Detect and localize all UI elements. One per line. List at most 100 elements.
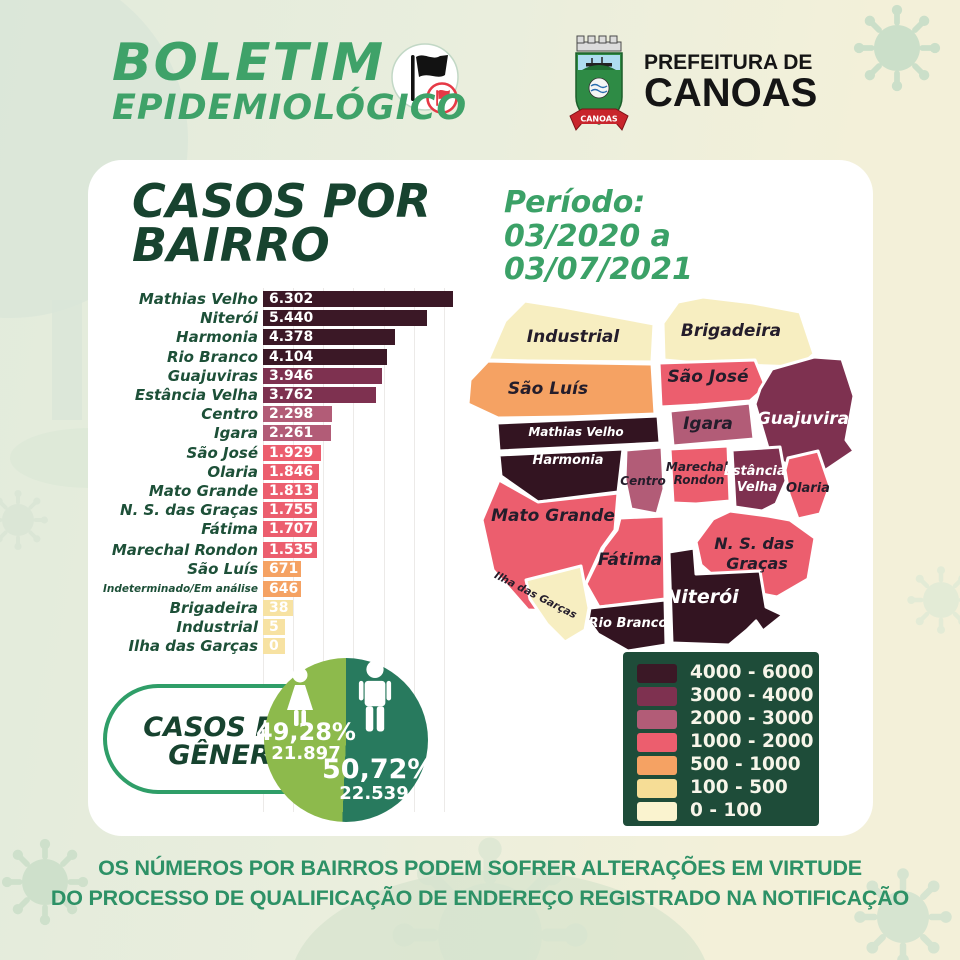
map-label-niteroi: Niterói: [665, 586, 739, 608]
bar-row: Marechal Rondon 1.535: [96, 541, 462, 560]
period-line1: 03/2020 a: [504, 218, 671, 254]
bar-category-label: São José: [186, 443, 258, 462]
gender-pie-chart: 49,28% 21.897 50,72% 22.539: [256, 658, 435, 822]
bar: 1.813: [263, 482, 318, 499]
bar-value-label: 38: [269, 599, 289, 616]
flag-icon: [388, 40, 466, 126]
canoas-crest-icon: CANOAS: [569, 35, 629, 131]
map-region-centro: [623, 445, 666, 516]
bar-category-label: Estância Velha: [134, 385, 258, 404]
footer-disclaimer: OS NÚMEROS POR BAIRROS PODEM SOFRER ALTE…: [0, 854, 960, 913]
female-count: 21.897: [271, 743, 341, 764]
map-region-rio-branco: [586, 598, 668, 653]
legend-swatch: [637, 779, 677, 798]
map-region-estancia-velha: [730, 445, 788, 513]
bar: 4.104: [263, 348, 387, 365]
bar-value-label: 1.929: [269, 444, 314, 461]
map-region-fatima: [584, 514, 667, 609]
bar: 1.707: [263, 521, 317, 538]
legend-item: 3000 - 4000: [637, 686, 819, 706]
bar-row: Centro 2.298: [96, 405, 462, 424]
bar-category-label: Mato Grande: [148, 481, 258, 500]
content-card: CASOS POR BAIRRO Período: 03/2020 a 03/0…: [88, 160, 873, 836]
prefeitura-logo-text: PREFEITURA DE CANOAS: [644, 52, 817, 113]
gridline: [443, 288, 445, 812]
bar-category-label: Indeterminado/Em análise: [103, 582, 258, 595]
bar-row: São José 1.929: [96, 443, 462, 462]
gridline: [383, 288, 385, 812]
bar: 1.846: [263, 463, 319, 480]
bar: 1.755: [263, 502, 317, 519]
map-label-marechal-rondon: Marechal Rondon: [666, 460, 732, 487]
bar-category-label: Ilha das Garças: [128, 637, 258, 656]
bar: 671: [263, 561, 301, 578]
bar-value-label: 1.707: [269, 521, 314, 538]
bar-value-label: 5.440: [269, 310, 314, 327]
section-title-line2: BAIRRO: [132, 217, 330, 272]
bar-row: N. S. das Graças 1.755: [96, 501, 462, 519]
bar-row: Mato Grande 1.813: [96, 481, 462, 500]
bar: 38: [263, 599, 293, 616]
bar-category-label: Guajuviras: [167, 366, 258, 385]
bar: 3.946: [263, 367, 382, 384]
map-label-sao-luis: São Luís: [508, 379, 588, 399]
bulletin-title-line2: EPIDEMIOLÓGICO: [112, 87, 468, 128]
bar-category-label: São Luís: [187, 560, 258, 579]
male-percentage: 50,72%: [322, 754, 435, 785]
period-text: Período: 03/2020 a 03/07/2021: [504, 186, 693, 287]
bar-category-label: Fátima: [201, 520, 258, 539]
footer-line1: OS NÚMEROS POR BAIRROS PODEM SOFRER ALTE…: [98, 856, 862, 880]
bar-value-label: 646: [269, 580, 299, 597]
bar-row: Harmonia 4.378: [96, 328, 462, 347]
map-label-sao-jose: São José: [668, 367, 749, 387]
bar: 5: [263, 619, 285, 635]
legend-swatch: [637, 664, 677, 683]
bar-category-label: Centro: [201, 405, 258, 424]
map-label-ns-das-gracas: N. S. das Graças: [714, 534, 800, 573]
bar-value-label: 1.755: [269, 502, 314, 519]
bar-value-label: 4.104: [269, 348, 314, 365]
bar-value-label: 2.298: [269, 406, 314, 423]
bar-value-label: 1.535: [269, 542, 314, 559]
map-region-sao-luis: [468, 359, 657, 420]
bulletin-title-line1: BOLETIM: [112, 33, 386, 93]
legend-item: 0 - 100: [637, 801, 819, 821]
legend-swatch: [637, 756, 677, 775]
legend-range-label: 4000 - 6000: [690, 662, 814, 683]
legend-item: 2000 - 3000: [637, 709, 819, 729]
bar-value-label: 1.813: [269, 482, 314, 499]
bar-value-label: 6.302: [269, 291, 314, 307]
neighborhood-map: Industrial Brigadeira São Luís São José …: [468, 295, 859, 653]
bar-row: Olaria 1.846: [96, 463, 462, 481]
map-region-niteroi: [667, 546, 785, 647]
bar-category-label: Harmonia: [176, 328, 258, 347]
legend-swatch: [637, 733, 677, 752]
bar: 2.298: [263, 406, 333, 423]
bar-value-label: 671: [269, 561, 299, 578]
bar: 1.535: [263, 542, 317, 559]
logo-line2: CANOAS: [644, 71, 818, 115]
map-label-estancia-velha: Estância Velha: [724, 464, 790, 495]
map-label-rio-branco: Rio Branco: [589, 616, 668, 631]
bar-value-label: 0: [269, 638, 279, 655]
bar: 6.302: [263, 291, 453, 307]
bar-row: Ilha das Garças 0: [96, 637, 462, 656]
legend-swatch: [637, 710, 677, 729]
bar-value-label: 4.378: [269, 329, 314, 346]
bar-category-label: Marechal Rondon: [111, 541, 258, 560]
map-label-mato-grande: Mato Grande: [491, 506, 615, 526]
bar-category-label: Rio Branco: [166, 347, 258, 366]
bar-row: Estância Velha 3.762: [96, 385, 462, 404]
female-percentage: 49,28%: [256, 718, 356, 746]
logo-line1: PREFEITURA DE: [644, 51, 813, 74]
bar-category-label: Niterói: [200, 309, 258, 328]
bar: 0: [263, 638, 285, 655]
male-count: 22.539: [339, 783, 409, 804]
map-region-sao-jose: [657, 358, 768, 409]
legend-item: 4000 - 6000: [637, 662, 819, 683]
bar-row: Industrial 5: [96, 618, 462, 636]
map-label-olaria: Olaria: [786, 481, 830, 496]
bar-row: Guajuviras 3.946: [96, 366, 462, 385]
legend-item: 100 - 500: [637, 778, 819, 798]
map-region-igara: [668, 401, 756, 448]
